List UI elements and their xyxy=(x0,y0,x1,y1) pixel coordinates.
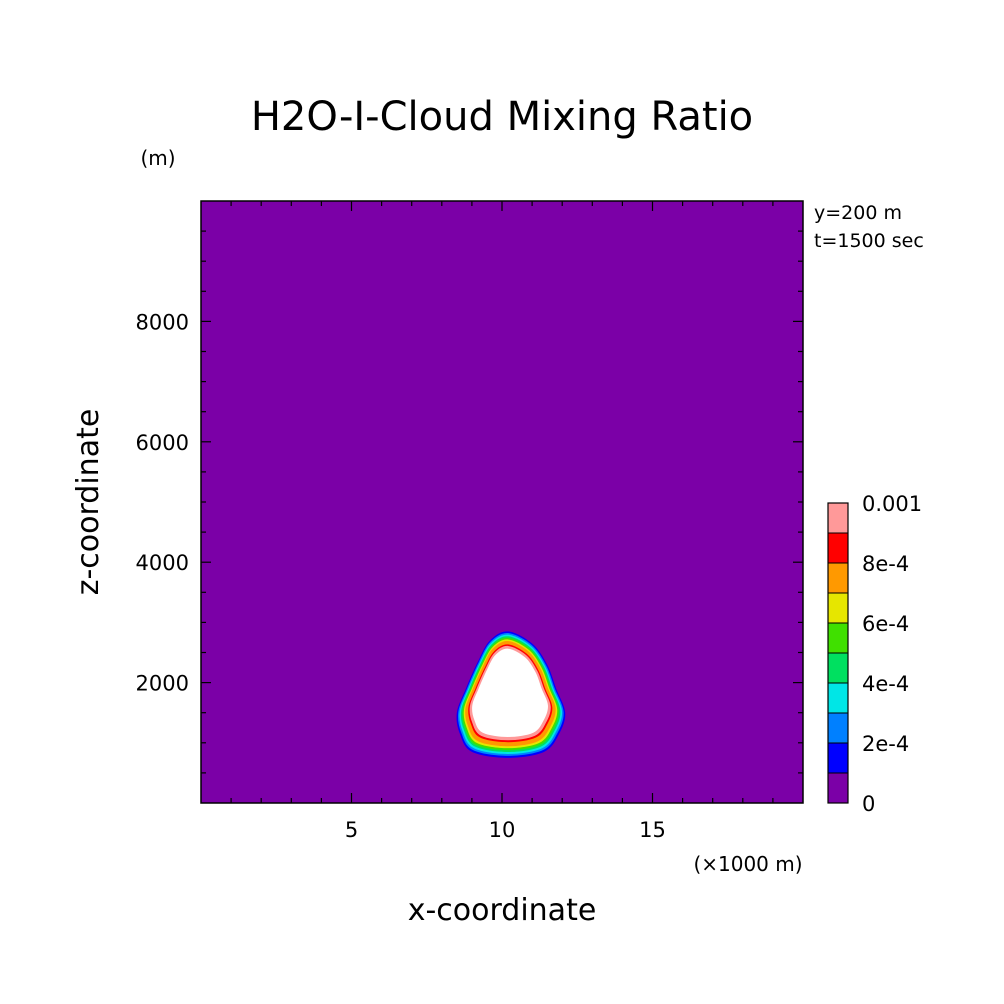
y-unit-note: (m) xyxy=(140,146,175,170)
colorbar-tick-label: 0.001 xyxy=(862,492,922,516)
colorbar xyxy=(827,502,849,804)
major-ticks xyxy=(201,201,803,803)
colorbar-cell xyxy=(828,593,848,623)
colorbar-tick-label: 6e-4 xyxy=(862,612,909,636)
x-tick-label: 15 xyxy=(639,818,666,842)
x-unit-note: (×1000 m) xyxy=(693,852,802,876)
minor-ticks xyxy=(201,201,803,803)
colorbar-tick-label: 2e-4 xyxy=(862,732,909,756)
y-tick-label: 2000 xyxy=(136,672,189,696)
colorbar-cell xyxy=(828,743,848,773)
colorbar-cell xyxy=(828,683,848,713)
y-tick-label: 6000 xyxy=(136,431,189,455)
y-axis-label: z-coordinate xyxy=(71,409,106,596)
y-tick-label: 4000 xyxy=(136,551,189,575)
colorbar-cell xyxy=(828,563,848,593)
colorbar-tick-labels: 0 2e-4 4e-4 6e-4 8e-4 0.001 xyxy=(862,492,922,816)
colorbar-tick-label: 0 xyxy=(862,792,875,816)
y-tick-label: 8000 xyxy=(136,310,189,334)
x-tick-labels: 5 10 15 xyxy=(345,818,666,842)
annotation-t: t=1500 sec xyxy=(814,230,924,252)
colorbar-cell xyxy=(828,503,848,533)
colorbar-cell xyxy=(828,713,848,743)
colorbar-tick-label: 8e-4 xyxy=(862,552,909,576)
colorbar-cell xyxy=(828,773,848,803)
plot-frame xyxy=(200,200,804,804)
chart-title: H2O-I-Cloud Mixing Ratio xyxy=(251,94,753,140)
x-axis-label: x-coordinate xyxy=(408,893,597,928)
x-tick-label: 5 xyxy=(345,818,358,842)
colorbar-cell xyxy=(828,653,848,683)
cloud-contours xyxy=(456,631,566,758)
colorbar-cell xyxy=(828,623,848,653)
annotation-y: y=200 m xyxy=(814,202,902,224)
plot-area xyxy=(200,200,804,804)
colorbar-frame xyxy=(827,502,849,804)
cloud-core xyxy=(472,648,548,737)
colorbar-tick-label: 4e-4 xyxy=(862,672,909,696)
y-tick-labels: 2000 4000 6000 8000 xyxy=(136,310,189,695)
x-tick-label: 10 xyxy=(489,818,516,842)
colorbar-cell xyxy=(828,533,848,563)
